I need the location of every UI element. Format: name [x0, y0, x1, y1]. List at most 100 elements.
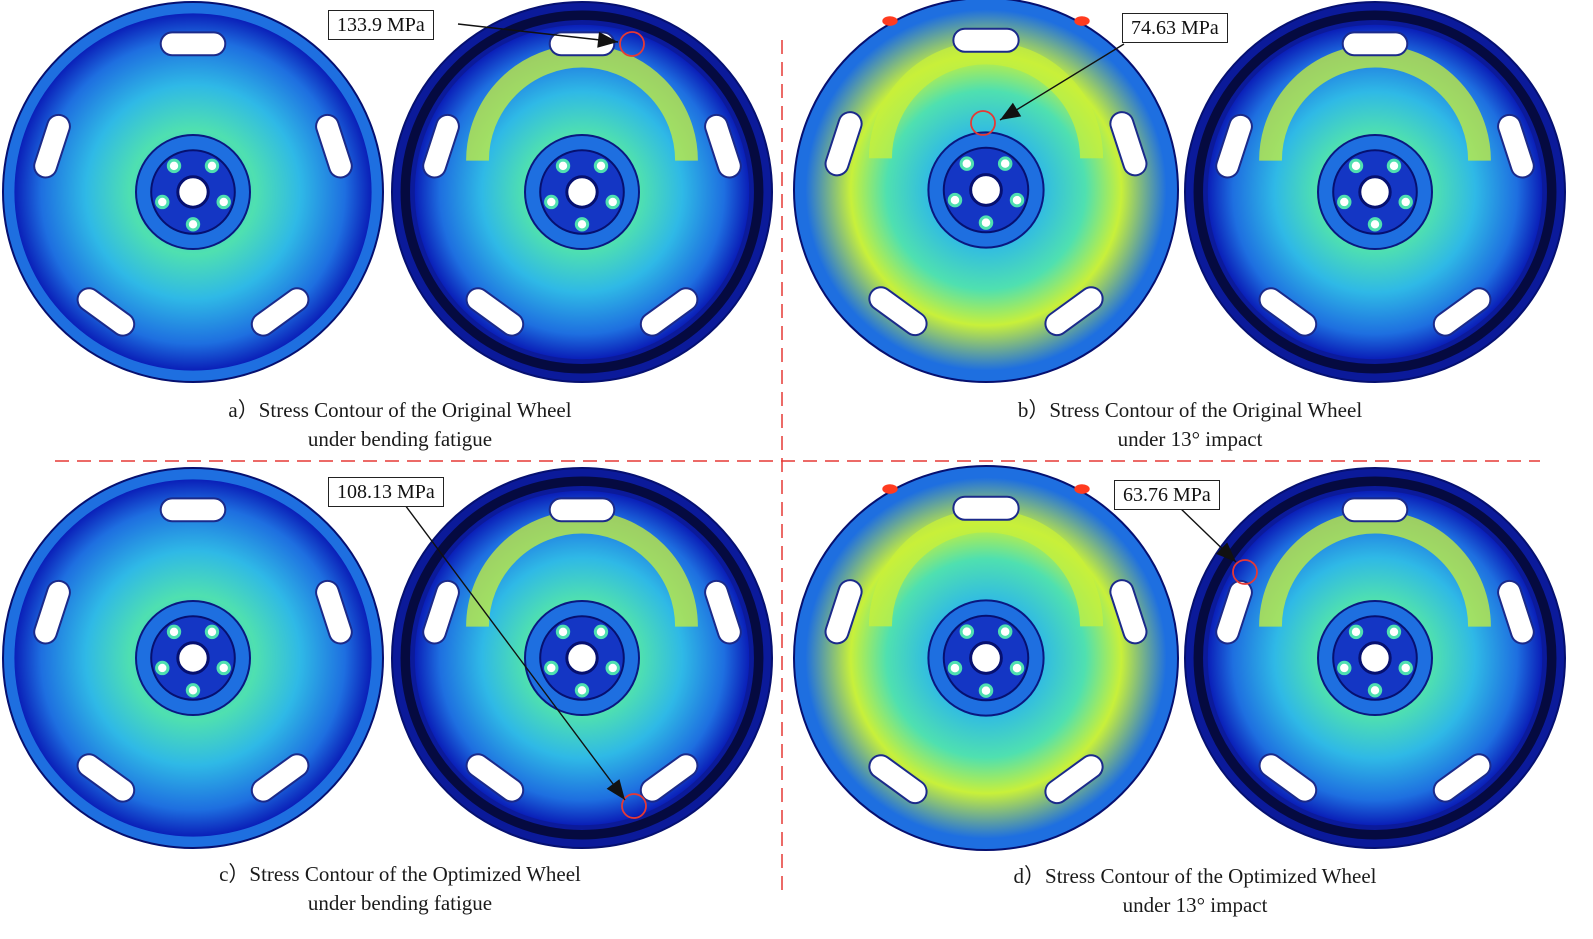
wheel-b-front-bolt-hole-3: [947, 192, 963, 208]
wheel-d-front-bolt-hole-3: [947, 660, 963, 676]
wheel-a-front-window-4: [33, 113, 71, 179]
wheel-d-back-window-0: [1341, 497, 1409, 523]
wheel-d-front-peak-1: [1074, 484, 1090, 494]
wheel-a-back-bolt-hole-0: [593, 158, 609, 174]
wheel-b-back-bolt-hole-4: [1348, 158, 1364, 174]
wheel-a-back-bolt-hole-3: [544, 194, 559, 210]
wheel-b-back-bolt-hole-2: [1367, 217, 1383, 232]
wheel-a-back-bolt-hole-1: [605, 194, 620, 210]
wheel-c-back-window-1: [704, 579, 742, 645]
wheel-a-back-window-2: [639, 287, 699, 337]
wheel-d-back-window-4: [1215, 579, 1253, 645]
wheel-a-front-window-3: [76, 287, 136, 337]
callout-c: 108.13 MPa: [328, 477, 444, 507]
wheel-c-back-bolt-hole-3: [544, 660, 559, 676]
caption-b-line1: b）Stress Contour of the Original Wheel: [1017, 398, 1363, 422]
wheel-a-back-bolt-hole-4: [555, 158, 571, 174]
caption-d: d）Stress Contour of the Optimized Wheel …: [935, 862, 1455, 920]
wheel-a-front-center-bore: [176, 175, 210, 209]
wheel-b-back: [1184, 1, 1566, 383]
wheel-b-back-bolt-hole-1: [1398, 194, 1413, 210]
wheel-b-back-bolt-hole-0: [1386, 158, 1402, 174]
wheel-d-front-window-0: [952, 495, 1020, 521]
wheel-d-back-bolt-hole-3: [1337, 660, 1352, 676]
wheel-c-back-window-3: [465, 753, 525, 803]
wheel-a-front-window-1: [315, 113, 353, 179]
wheel-c-back-rim-band: [400, 476, 764, 840]
wheel-c-back-bolt-hole-1: [605, 660, 620, 676]
wheel-b-front-center-bore: [969, 173, 1003, 207]
wheel-b-front-window-1: [1109, 111, 1148, 177]
wheel-d-front-bolt-hole-1: [1009, 660, 1025, 676]
wheel-b-front-peak-0: [882, 16, 898, 26]
stress-marker-b: [970, 110, 996, 136]
caption-a-line2: under bending fatigue: [307, 427, 493, 451]
wheel-c-front-bolt-hole-2: [185, 683, 201, 698]
caption-b: b）Stress Contour of the Original Wheel u…: [930, 396, 1450, 454]
wheel-c-front-bolt-hole-0: [204, 624, 220, 640]
wheel-b-front: [793, 0, 1179, 383]
caption-c-line2: under bending fatigue: [307, 891, 493, 915]
wheel-c-back: [391, 467, 773, 849]
wheel-b-front-bolt-hole-0: [997, 156, 1013, 171]
wheel-a-back-window-3: [465, 287, 525, 337]
arrow-d-head: [1216, 542, 1236, 562]
wheel-d-back-window-1: [1497, 579, 1535, 645]
wheel-b-back-bolt-hole-3: [1337, 194, 1352, 210]
wheel-c-back-hot-band: [466, 510, 698, 627]
wheel-c-front-window-4: [33, 579, 71, 645]
wheel-c-front-window-2: [250, 753, 310, 803]
wheel-a-front-window-2: [250, 287, 310, 337]
wheel-a-back-window-0: [548, 31, 616, 57]
caption-c: c）Stress Contour of the Optimized Wheel …: [140, 860, 660, 918]
wheel-b-front-window-3: [868, 286, 928, 337]
wheel-c-back-window-0: [548, 497, 616, 523]
wheel-b-front-bolt-hole-2: [978, 215, 994, 230]
wheel-d-front-window-2: [1044, 754, 1104, 805]
wheel-a-front-bolt-hole-4: [166, 158, 182, 174]
wheel-a-front-window-0: [159, 31, 227, 57]
wheel-b-front-window-0: [952, 27, 1020, 53]
wheel-a-back-center-bore: [565, 175, 599, 209]
wheel-c-back-bolt-hole-0: [593, 624, 609, 640]
wheel-d-front-window-1: [1109, 579, 1148, 645]
callout-a: 133.9 MPa: [328, 10, 434, 40]
wheel-a-back-window-1: [704, 113, 742, 179]
wheel-b-front-window-2: [1044, 286, 1104, 337]
wheel-d-back-center-bore: [1358, 641, 1392, 675]
wheel-a-back-hot-band: [466, 44, 698, 161]
wheel-b-front-bolt-hole-1: [1009, 192, 1025, 208]
wheel-a-front-bolt-hole-0: [204, 158, 220, 174]
wheel-a-front-bolt-hole-3: [155, 194, 170, 210]
wheel-a-back-rim-band: [400, 10, 764, 374]
wheel-d-front-window-4: [824, 579, 863, 645]
wheel-d-back-window-2: [1432, 753, 1492, 803]
wheel-c-front-bolt-hole-3: [155, 660, 170, 676]
caption-b-line2: under 13° impact: [1117, 427, 1263, 451]
wheel-c-front-window-3: [76, 753, 136, 803]
wheel-c-back-bolt-hole-4: [555, 624, 571, 640]
wheel-b-back-window-2: [1432, 287, 1492, 337]
wheel-c-back-window-4: [422, 579, 460, 645]
arrow-a-head: [597, 31, 618, 48]
wheel-b-back-window-4: [1215, 113, 1253, 179]
wheel-b-back-window-1: [1497, 113, 1535, 179]
wheel-c-front: [2, 467, 384, 849]
wheel-c-front-center-bore: [176, 641, 210, 675]
wheel-b-back-rim-band: [1193, 10, 1557, 374]
wheel-d-front-window-3: [868, 754, 928, 805]
stress-marker-a: [619, 31, 645, 57]
wheel-b-front-hot-band: [868, 41, 1104, 159]
callout-d: 63.76 MPa: [1114, 480, 1220, 510]
wheel-a-front: [2, 1, 384, 383]
wheel-d-back-hot-band: [1259, 510, 1491, 627]
stress-marker-d: [1232, 559, 1258, 585]
wheel-d-front-bolt-hole-4: [959, 624, 975, 639]
wheel-b-front-bolt-hole-4: [959, 156, 975, 171]
wheel-d-back-bolt-hole-0: [1386, 624, 1402, 640]
wheel-d-front-hot-band: [868, 509, 1104, 627]
wheel-b-back-window-3: [1258, 287, 1318, 337]
wheel-b-front-window-4: [824, 111, 863, 177]
